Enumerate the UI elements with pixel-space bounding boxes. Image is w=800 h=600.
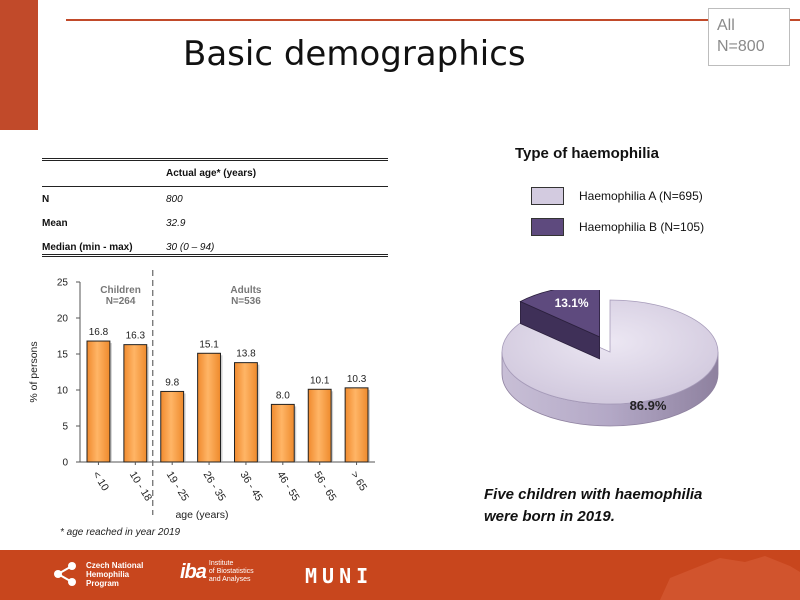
bar — [160, 390, 185, 463]
logo2-line3: and Analyses — [208, 576, 251, 583]
bar — [270, 403, 295, 463]
legend-swatch-b — [531, 218, 564, 236]
row-label: N — [42, 193, 50, 205]
group-count: N=536 — [231, 296, 261, 307]
iba-mark: iba — [180, 560, 207, 583]
bar — [123, 344, 148, 463]
row-label: Mean — [42, 217, 68, 229]
x-tick-label: 46 - 55 — [274, 469, 302, 503]
group-label: Adults — [230, 285, 262, 296]
logo2-line2: of Biostatistics — [208, 568, 254, 575]
group-label: Children — [100, 285, 141, 296]
legend-label-b: Haemophilia B (N=105) — [579, 220, 705, 234]
data-label: 15.1 — [199, 339, 219, 350]
bar — [307, 388, 332, 463]
x-tick-label: 56 - 65 — [311, 469, 339, 503]
logo2-line1: Institute — [208, 560, 234, 567]
bar — [86, 340, 111, 463]
table-header-row: Actual age* (years) — [42, 160, 388, 187]
logo1-line1: Czech National — [86, 560, 144, 570]
logo1-line3: Program — [86, 578, 119, 588]
footnote: * age reached in year 2019 — [60, 527, 181, 538]
row-value: 32.9 — [166, 217, 186, 229]
age-bar-chart: 0 5 10 15 20 25 % of persons 16.8 < 10 16.3 10 - 1… — [28, 270, 375, 521]
pie-slice-a — [501, 299, 719, 405]
data-label: 10.3 — [347, 374, 367, 385]
note-line-1: Five children with haemophilia — [484, 486, 703, 503]
note-line-2: were born in 2019. — [484, 508, 615, 525]
badge-line-1: All — [717, 17, 735, 34]
sample-badge: All N=800 — [708, 8, 790, 66]
top-divider-line — [66, 19, 800, 21]
x-tick-label: 36 - 45 — [237, 469, 265, 503]
data-label: 8.0 — [276, 390, 290, 401]
x-tick-label: 26 - 35 — [201, 469, 229, 503]
left-accent-bar — [0, 0, 38, 130]
pie-slice-b — [519, 290, 600, 338]
x-tick-label: > 65 — [348, 469, 369, 493]
birth-note: Five children with haemophilia were born… — [484, 484, 702, 528]
map-silhouette — [660, 556, 800, 600]
group-count: N=264 — [106, 296, 136, 307]
row-value: 800 — [166, 193, 183, 205]
row-label: Median (min - max) — [42, 241, 133, 253]
table-header-empty — [42, 160, 166, 187]
y-tick-label: 25 — [57, 278, 69, 289]
logo1-line2: Hemophilia — [86, 569, 130, 579]
y-tick-label: 20 — [57, 314, 69, 325]
y-tick-label: 5 — [62, 422, 68, 433]
pie-label-a: 86.9% — [630, 398, 667, 413]
x-tick-label: < 10 — [90, 469, 111, 493]
y-axis-label: % of persons — [28, 341, 40, 402]
table-bottom-rule — [42, 254, 388, 257]
legend-swatch-a — [531, 187, 564, 205]
legend-item-a: Haemophilia A (N=695) — [531, 185, 703, 207]
x-axis-label: age (years) — [175, 509, 228, 521]
legend-label-a: Haemophilia A (N=695) — [579, 189, 703, 203]
bar — [344, 387, 369, 463]
x-tick-label: 10 - 18 — [127, 469, 155, 503]
data-label: 9.8 — [165, 377, 179, 388]
row-value: 30 (0 – 94) — [166, 241, 215, 253]
badge-line-2: N=800 — [717, 38, 765, 55]
muni-logo: MUNI — [305, 564, 374, 588]
pie-title: Type of haemophilia — [515, 145, 659, 162]
haemophilia-pie-chart: 13.1% 86.9% — [501, 290, 719, 427]
data-label: 13.8 — [236, 349, 256, 360]
table-row: N 800 — [42, 187, 388, 212]
bar — [197, 352, 221, 463]
table-row: Median (min - max) 30 (0 – 94) — [42, 235, 388, 259]
data-label: 16.8 — [89, 327, 109, 338]
table-header: Actual age* (years) — [166, 160, 388, 187]
iba-logo: iba Institute of Biostatistics and Analy… — [180, 560, 254, 584]
table-row: Mean 32.9 — [42, 211, 388, 235]
x-tick-label: 19 - 25 — [164, 469, 192, 503]
bar — [234, 362, 258, 463]
y-tick-label: 10 — [57, 386, 69, 397]
age-stats-table: Actual age* (years) N 800 Mean 32.9 Medi… — [42, 160, 388, 259]
y-tick-label: 0 — [62, 458, 68, 469]
legend-item-b: Haemophilia B (N=105) — [531, 216, 704, 238]
slide-title: Basic demographics — [183, 34, 526, 74]
pie-label-b: 13.1% — [555, 296, 589, 310]
cnhp-logo: Czech National Hemophilia Program — [52, 560, 143, 588]
data-label: 10.1 — [310, 375, 330, 386]
y-tick-label: 15 — [57, 350, 69, 361]
data-label: 16.3 — [126, 331, 146, 342]
network-icon — [54, 562, 76, 586]
